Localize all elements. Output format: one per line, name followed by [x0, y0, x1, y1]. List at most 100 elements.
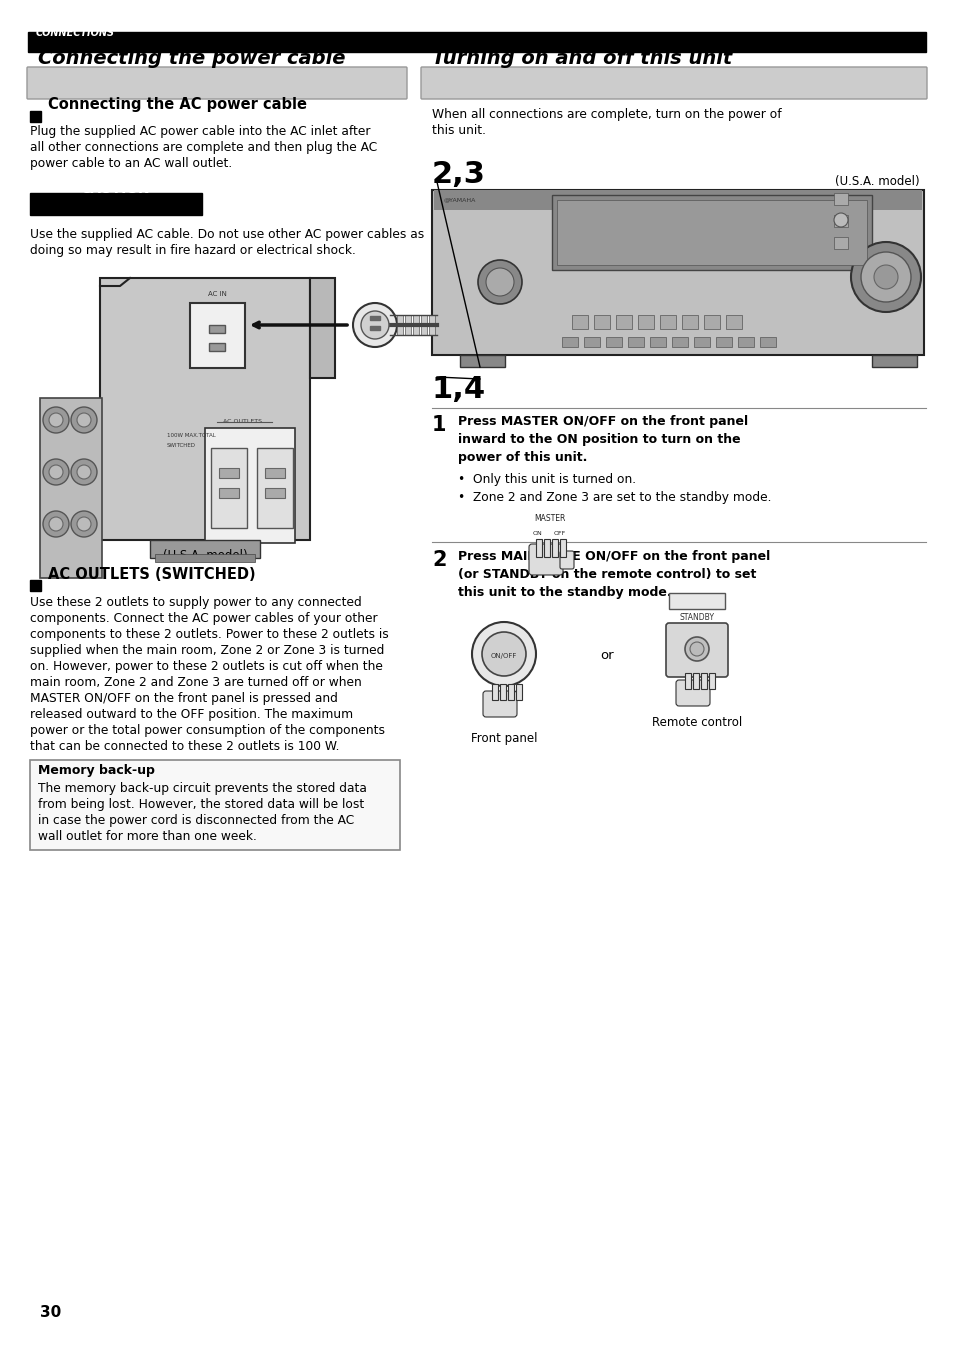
Bar — [605, 337, 621, 346]
Bar — [671, 337, 687, 346]
Bar — [693, 337, 709, 346]
Text: this unit.: this unit. — [432, 124, 485, 137]
Text: When all connections are complete, turn on the power of: When all connections are complete, turn … — [432, 108, 781, 121]
Text: all other connections are complete and then plug the AC: all other connections are complete and t… — [30, 142, 376, 154]
Text: main room, Zone 2 and Zone 3 are turned off or when: main room, Zone 2 and Zone 3 are turned … — [30, 675, 361, 689]
Bar — [492, 683, 497, 700]
Bar — [557, 200, 866, 266]
Bar — [738, 337, 753, 346]
Text: on. However, power to these 2 outlets is cut off when the: on. However, power to these 2 outlets is… — [30, 661, 382, 673]
Circle shape — [77, 465, 91, 479]
Text: doing so may result in fire hazard or electrical shock.: doing so may result in fire hazard or el… — [30, 244, 355, 257]
Circle shape — [481, 632, 525, 675]
Bar — [703, 315, 720, 329]
Circle shape — [77, 412, 91, 427]
FancyBboxPatch shape — [559, 551, 574, 569]
Text: Press MASTER ON/OFF on the front panel: Press MASTER ON/OFF on the front panel — [457, 415, 747, 429]
Text: (U.S.A. model): (U.S.A. model) — [835, 175, 919, 187]
Bar — [536, 539, 541, 557]
Bar — [256, 448, 293, 528]
Bar — [420, 315, 427, 336]
Bar — [405, 315, 411, 336]
Text: 2: 2 — [432, 550, 446, 570]
Text: Turning on and off this unit: Turning on and off this unit — [432, 49, 732, 67]
Text: 2,3: 2,3 — [432, 160, 485, 189]
Bar — [552, 195, 871, 270]
Bar — [209, 325, 225, 333]
Bar — [40, 398, 102, 578]
Text: Use the supplied AC cable. Do not use other AC power cables as: Use the supplied AC cable. Do not use ot… — [30, 228, 424, 241]
Bar — [265, 468, 285, 479]
Bar — [684, 673, 690, 689]
Circle shape — [71, 407, 97, 433]
Circle shape — [49, 518, 63, 531]
Bar — [681, 315, 698, 329]
Circle shape — [77, 518, 91, 531]
Text: that can be connected to these 2 outlets is 100 W.: that can be connected to these 2 outlets… — [30, 740, 339, 754]
Circle shape — [49, 465, 63, 479]
Circle shape — [353, 303, 396, 346]
Bar — [833, 237, 847, 249]
Text: Plug the supplied AC power cable into the AC inlet after: Plug the supplied AC power cable into th… — [30, 125, 370, 137]
Circle shape — [49, 412, 63, 427]
Bar — [211, 448, 247, 528]
Text: MASTER: MASTER — [534, 514, 565, 523]
Bar — [434, 190, 921, 210]
Bar — [516, 683, 521, 700]
Text: CAUTION: CAUTION — [81, 182, 151, 195]
Bar — [659, 315, 676, 329]
Text: 1,4: 1,4 — [432, 375, 486, 404]
Text: (or STANDBY on the remote control) to set: (or STANDBY on the remote control) to se… — [457, 568, 756, 581]
Bar — [459, 355, 504, 367]
Bar — [871, 355, 916, 367]
Bar — [833, 193, 847, 205]
Bar — [725, 315, 741, 329]
Text: from being lost. However, the stored data will be lost: from being lost. However, the stored dat… — [38, 798, 364, 811]
FancyBboxPatch shape — [27, 67, 407, 98]
Text: Press MAIN ZONE ON/OFF on the front panel: Press MAIN ZONE ON/OFF on the front pane… — [457, 550, 769, 563]
Text: components. Connect the AC power cables of your other: components. Connect the AC power cables … — [30, 612, 377, 625]
Bar — [638, 315, 654, 329]
Bar — [154, 554, 254, 562]
Bar — [616, 315, 631, 329]
Text: STANDBY: STANDBY — [679, 612, 714, 621]
Text: components to these 2 outlets. Power to these 2 outlets is: components to these 2 outlets. Power to … — [30, 628, 388, 642]
Text: •  Only this unit is turned on.: • Only this unit is turned on. — [457, 473, 636, 487]
Circle shape — [360, 311, 389, 338]
Bar — [150, 541, 260, 558]
Bar — [100, 278, 310, 541]
Bar — [543, 539, 550, 557]
Bar — [30, 111, 41, 123]
Bar — [760, 337, 775, 346]
Bar — [700, 673, 706, 689]
Text: ON/OFF: ON/OFF — [490, 652, 517, 659]
Bar — [370, 326, 379, 330]
Bar — [30, 580, 41, 590]
Bar — [30, 760, 399, 851]
Bar — [205, 429, 294, 543]
Bar — [507, 683, 514, 700]
Text: (U.S.A. model): (U.S.A. model) — [163, 549, 247, 562]
FancyBboxPatch shape — [676, 679, 709, 706]
Text: Memory back-up: Memory back-up — [38, 764, 154, 776]
Bar — [265, 488, 285, 497]
Circle shape — [485, 268, 514, 297]
Bar — [708, 673, 714, 689]
Text: ON: ON — [533, 531, 542, 537]
Circle shape — [861, 252, 910, 302]
Circle shape — [43, 407, 69, 433]
Text: released outward to the OFF position. The maximum: released outward to the OFF position. Th… — [30, 708, 353, 721]
Bar — [28, 32, 925, 53]
Bar — [499, 683, 505, 700]
Bar — [583, 337, 599, 346]
Circle shape — [684, 638, 708, 661]
Bar — [559, 539, 565, 557]
FancyBboxPatch shape — [529, 545, 562, 576]
Text: 1: 1 — [432, 415, 446, 435]
Circle shape — [833, 213, 847, 226]
FancyBboxPatch shape — [665, 623, 727, 677]
Bar — [561, 337, 578, 346]
Circle shape — [43, 460, 69, 485]
Text: in case the power cord is disconnected from the AC: in case the power cord is disconnected f… — [38, 814, 354, 828]
Text: Front panel: Front panel — [470, 732, 537, 745]
